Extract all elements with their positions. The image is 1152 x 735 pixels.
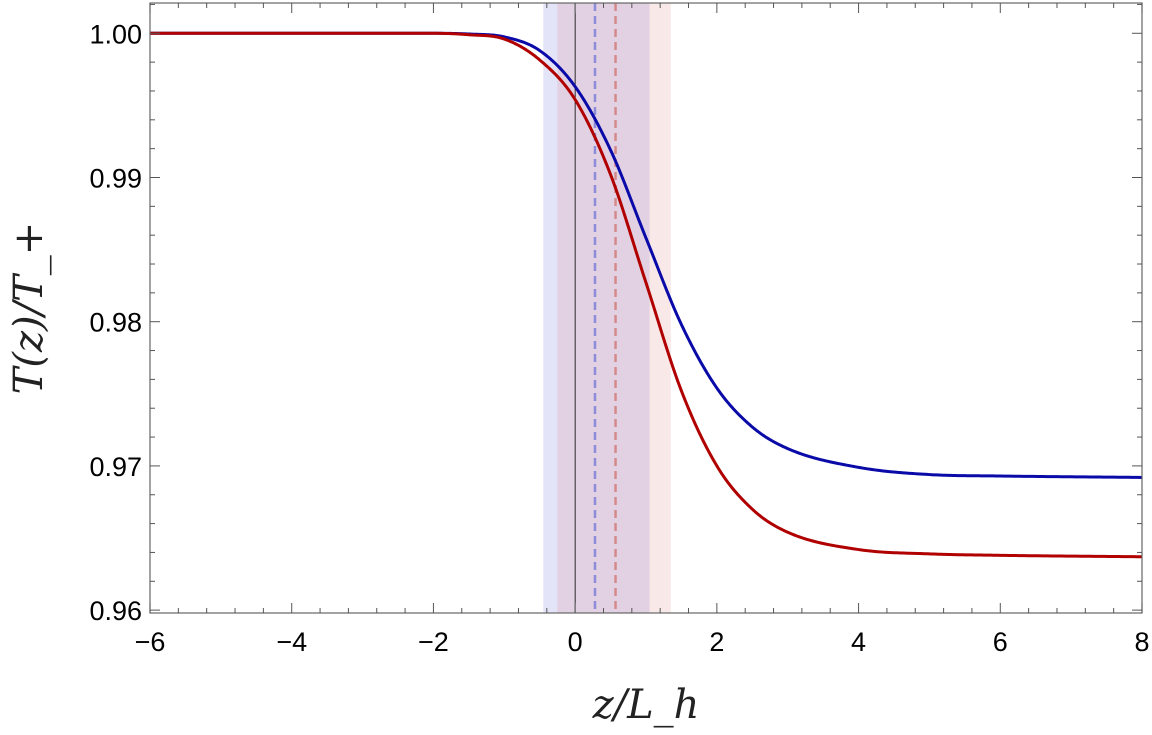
- x-tick-labels: −6 −4 −2 0 2 4 6 8: [135, 627, 1150, 657]
- x-tick-label: −6: [135, 627, 166, 657]
- shaded-bands: [543, 3, 671, 613]
- x-tick-label: 8: [1134, 627, 1149, 657]
- axis-ticks: [149, 3, 1143, 613]
- vertical-lines: [574, 3, 617, 613]
- y-tick-labels: 0.96 0.97 0.98 0.99 1.00: [89, 19, 142, 626]
- y-tick-label: 0.97: [89, 452, 142, 482]
- shaded-band-2: [557, 3, 671, 613]
- x-tick-label: 0: [568, 627, 583, 657]
- y-tick-label: 0.96: [89, 596, 142, 626]
- x-tick-label: −2: [418, 627, 449, 657]
- data-series: [150, 31, 1143, 559]
- y-tick-label: 0.98: [89, 308, 142, 338]
- shaded-band-1: [543, 3, 650, 613]
- y-axis-label: T(z)/T_+: [6, 222, 52, 395]
- x-tick-label: 2: [709, 627, 724, 657]
- y-tick-label: 1.00: [89, 19, 142, 49]
- plot-frame: [149, 2, 1143, 614]
- x-axis-label: z/L_h: [592, 682, 700, 728]
- series-line-2: [150, 31, 1143, 559]
- y-tick-label: 0.99: [89, 163, 142, 193]
- x-tick-label: −4: [276, 627, 307, 657]
- x-tick-label: 4: [851, 627, 866, 657]
- x-tick-label: 6: [993, 627, 1008, 657]
